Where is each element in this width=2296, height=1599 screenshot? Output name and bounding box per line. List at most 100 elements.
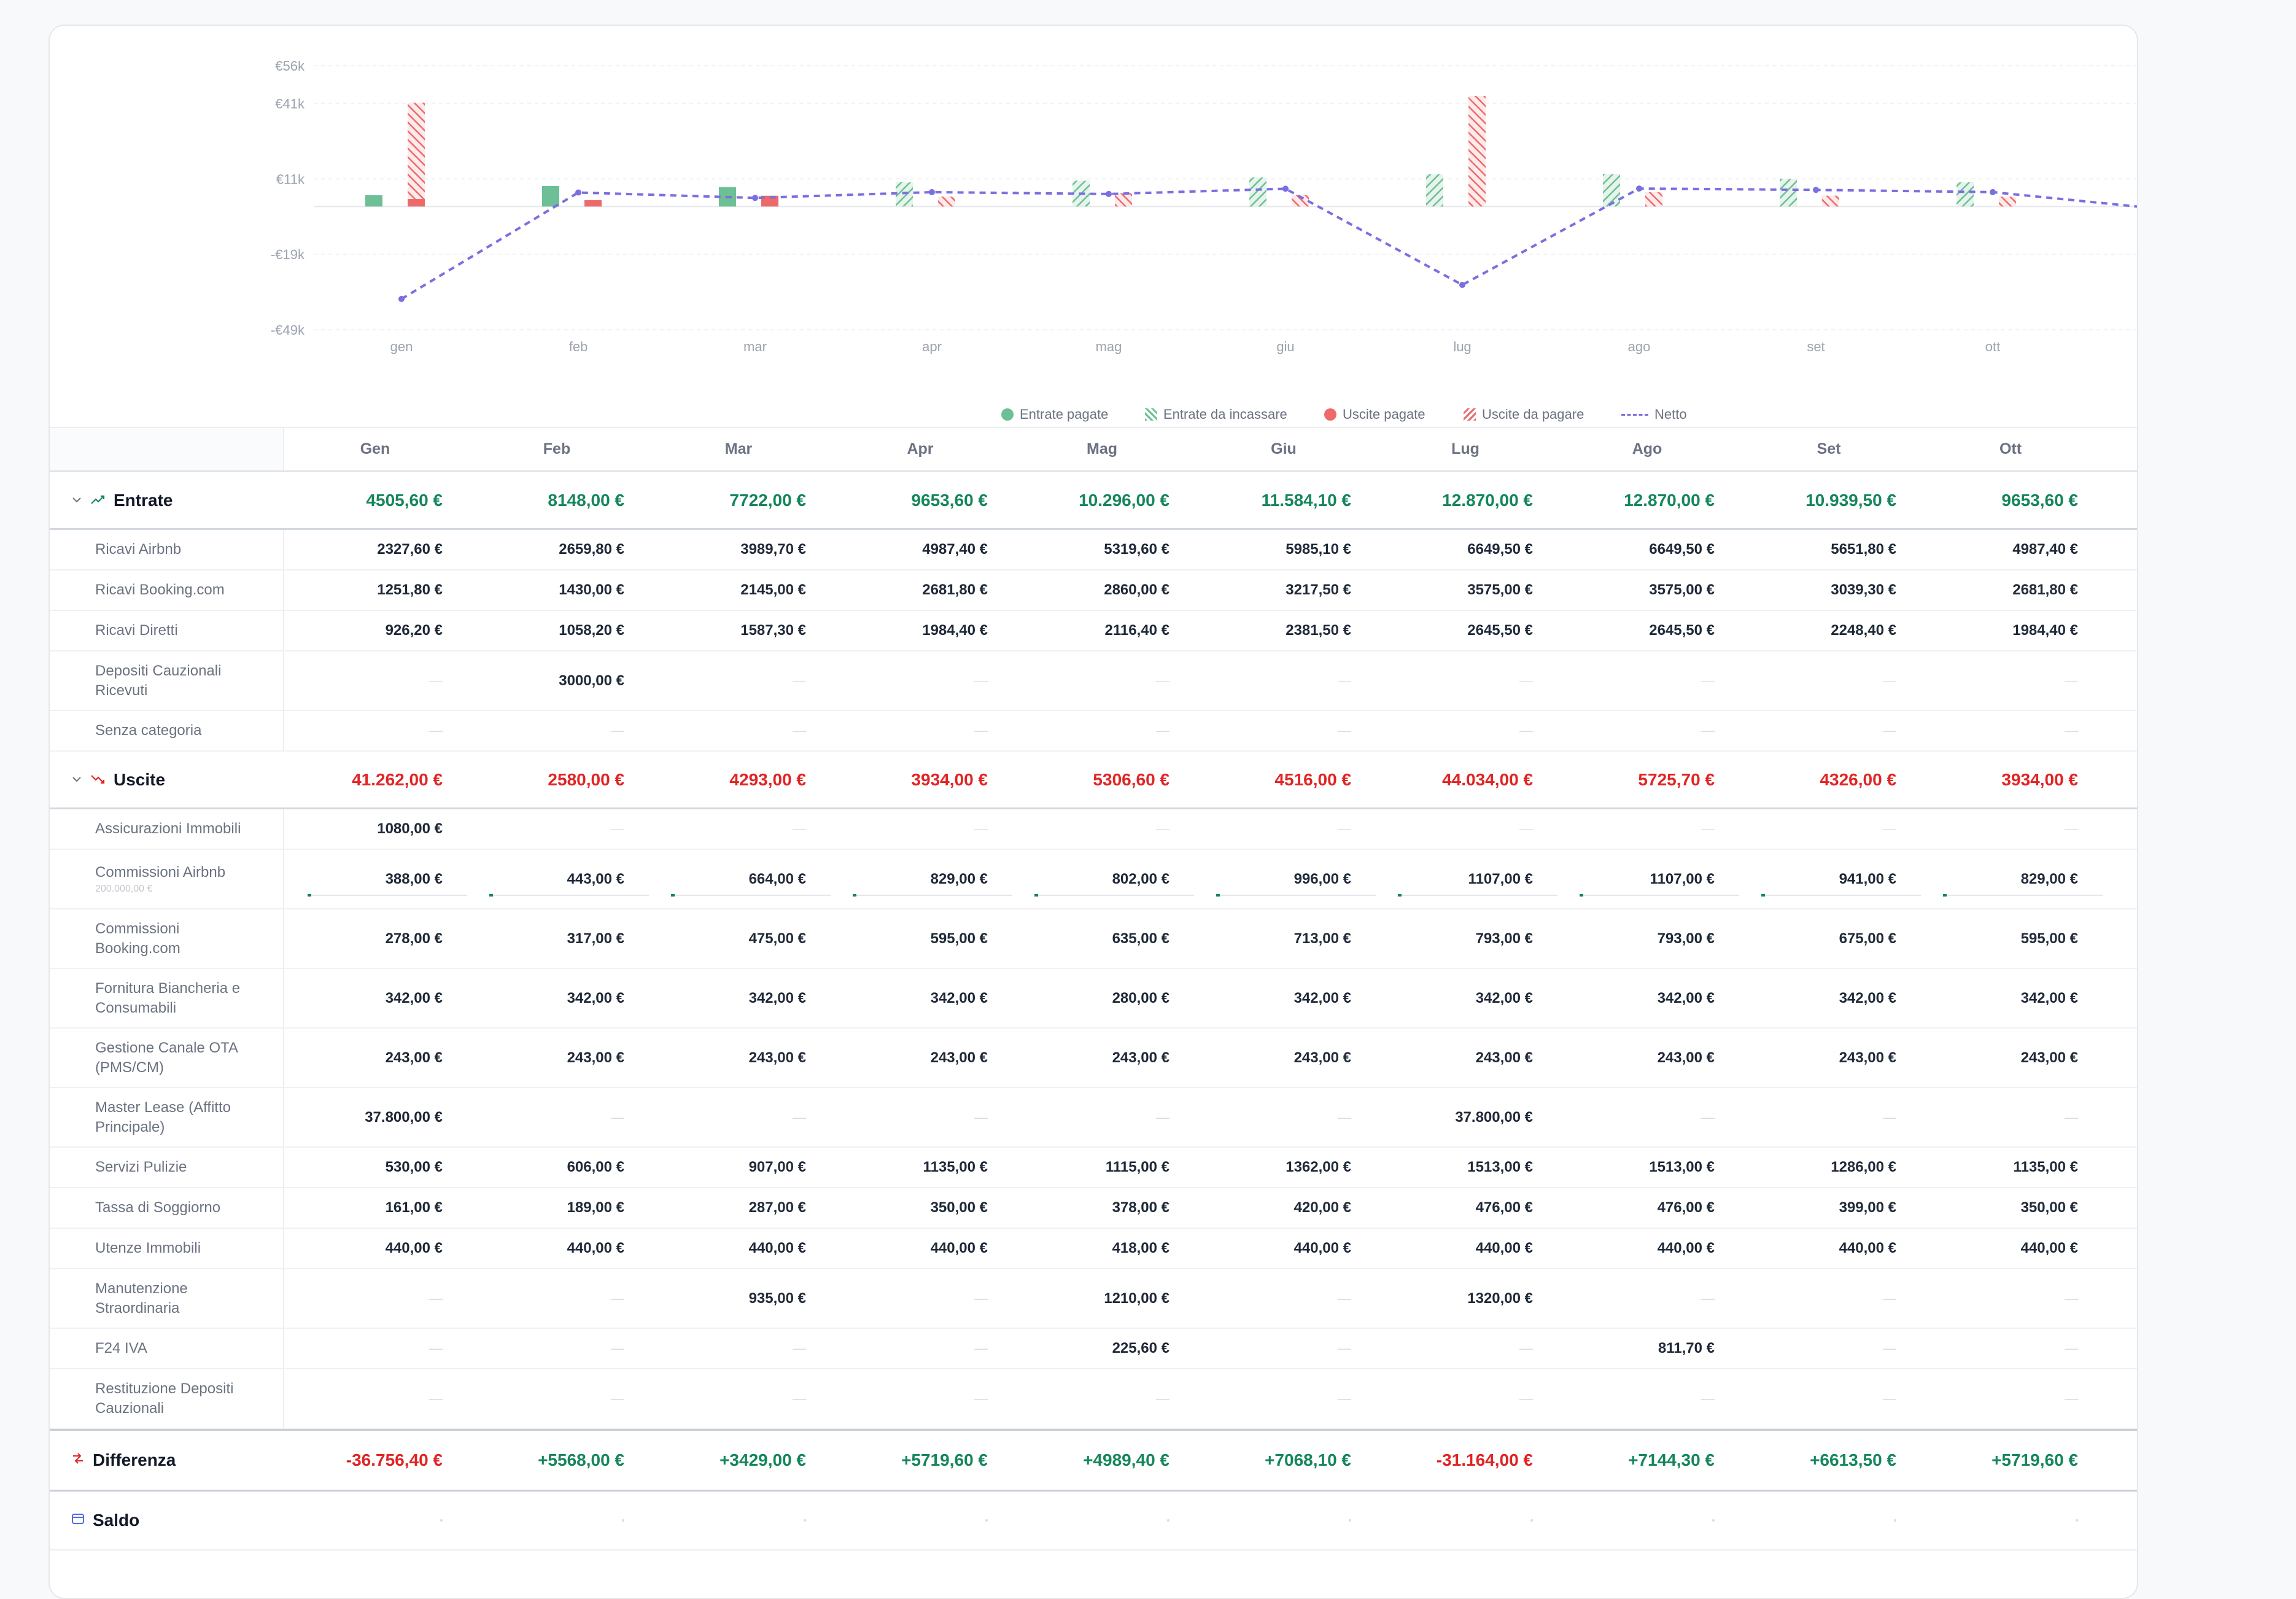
bar-uscite-pagate[interactable] bbox=[408, 199, 425, 207]
line-item-label: Servizi Pulizie bbox=[95, 1157, 187, 1177]
line-item-label: Ricavi Diretti bbox=[95, 621, 178, 640]
x-tick-label: ago bbox=[1628, 339, 1651, 354]
value-cell: 2659,80 € bbox=[559, 541, 624, 558]
x-tick-label: mar bbox=[743, 339, 767, 354]
netto-point[interactable] bbox=[575, 189, 581, 196]
empty-cell: — bbox=[2065, 821, 2078, 836]
budget-progress-marker bbox=[308, 894, 467, 897]
netto-point[interactable] bbox=[1990, 189, 1996, 195]
bar-entrate-da-incassare[interactable] bbox=[1249, 177, 1266, 207]
budget-progress-fill bbox=[1943, 894, 1947, 897]
value-cell: 3934,00 € bbox=[911, 769, 988, 789]
bar-uscite-da-pagare[interactable] bbox=[1115, 193, 1132, 207]
value-cell: 996,00 € bbox=[1293, 870, 1351, 887]
value-cell: 1513,00 € bbox=[1467, 1159, 1533, 1175]
bar-entrate-pagate[interactable] bbox=[365, 195, 382, 207]
value-cell: 440,00 € bbox=[1475, 1240, 1533, 1256]
value-cell: 6649,50 € bbox=[1649, 541, 1715, 558]
month-header[interactable]: Ott bbox=[1999, 440, 2022, 457]
bar-uscite-da-pagare[interactable] bbox=[408, 103, 425, 207]
month-header[interactable]: Mar bbox=[724, 440, 753, 457]
netto-point[interactable] bbox=[398, 295, 405, 302]
line-item-row: Ricavi Booking.com 1251,80 € 1430,00 € 2145… bbox=[50, 570, 2137, 611]
month-header[interactable]: Giu bbox=[1271, 440, 1297, 457]
saldo-row: Saldo bbox=[50, 1492, 2137, 1550]
saldo-empty-dot bbox=[1555, 1492, 1715, 1549]
value-cell: 342,00 € bbox=[1657, 989, 1715, 1006]
netto-point[interactable] bbox=[752, 195, 758, 201]
bar-uscite-da-pagare[interactable] bbox=[1292, 195, 1309, 207]
saldo-empty-dot bbox=[1737, 1492, 1896, 1549]
dot-icon bbox=[1167, 1519, 1169, 1522]
netto-point[interactable] bbox=[1636, 185, 1642, 192]
empty-cell: — bbox=[974, 1109, 988, 1125]
netto-point[interactable] bbox=[1459, 281, 1465, 288]
bar-entrate-da-incassare[interactable] bbox=[1426, 174, 1443, 207]
x-tick-label: apr bbox=[922, 339, 942, 354]
bar-entrate-da-incassare[interactable] bbox=[1780, 179, 1797, 207]
dot-icon bbox=[1530, 1519, 1533, 1522]
bar-entrate-da-incassare[interactable] bbox=[1603, 174, 1620, 207]
line-item-label-text: Depositi Cauzionali bbox=[95, 662, 222, 679]
netto-point[interactable] bbox=[1106, 190, 1112, 197]
value-cell: 342,00 € bbox=[567, 989, 624, 1006]
value-cell: 941,00 € bbox=[1839, 870, 1896, 887]
bar-uscite-da-pagare[interactable] bbox=[1645, 192, 1662, 207]
legend-label: Uscite da pagare bbox=[1482, 407, 1584, 422]
value-cell: 342,00 € bbox=[2020, 989, 2078, 1006]
chevron-down-icon[interactable] bbox=[71, 770, 83, 790]
value-cell: 3039,30 € bbox=[1831, 582, 1896, 598]
bar-entrate-pagate[interactable] bbox=[542, 185, 559, 207]
bar-uscite-da-pagare[interactable] bbox=[1468, 96, 1486, 207]
empty-cell: — bbox=[2065, 1109, 2078, 1125]
value-cell: 2645,50 € bbox=[1467, 622, 1533, 639]
chevron-down-icon[interactable] bbox=[71, 491, 83, 510]
value-cell: 5319,60 € bbox=[1104, 541, 1169, 558]
empty-cell: — bbox=[793, 672, 806, 688]
month-header[interactable]: Set bbox=[1817, 440, 1841, 457]
value-cell: 37.800,00 € bbox=[1455, 1108, 1533, 1126]
row-label: Depositi Cauzionali Ricevuti bbox=[50, 652, 284, 710]
month-header[interactable]: Lug bbox=[1451, 440, 1480, 457]
value-cell: 1058,20 € bbox=[559, 622, 624, 639]
legend-item-netto[interactable]: Netto bbox=[1621, 407, 1687, 422]
empty-cell: — bbox=[611, 1340, 624, 1356]
line-item-label-text: Manutenzione bbox=[95, 1280, 188, 1297]
saldo-empty-dot bbox=[1918, 1492, 2078, 1549]
dot-icon bbox=[622, 1519, 624, 1522]
legend-item-uscite-da-pagare[interactable]: Uscite da pagare bbox=[1464, 407, 1584, 422]
value-cell: +5719,60 € bbox=[1992, 1450, 2078, 1469]
month-header[interactable]: Feb bbox=[543, 440, 571, 457]
group-row-uscite[interactable]: Uscite 41.262,00 € 2580,00 € 4293,00 € 3934,… bbox=[50, 752, 2137, 809]
value-cell: 243,00 € bbox=[1112, 1049, 1169, 1066]
month-header[interactable]: Mag bbox=[1087, 440, 1117, 457]
month-header[interactable]: Ago bbox=[1632, 440, 1662, 457]
group-row-entrate[interactable]: Entrate 4505,60 € 8148,00 € 7722,00 € 9653,6… bbox=[50, 472, 2137, 530]
value-cell: 1135,00 € bbox=[2013, 1159, 2078, 1175]
legend-item-entrate-pagate[interactable]: Entrate pagate bbox=[1001, 407, 1108, 422]
bar-entrate-da-incassare[interactable] bbox=[896, 182, 913, 207]
value-cell: 440,00 € bbox=[567, 1240, 624, 1256]
line-item-label: Fornitura Biancheria e Consumabili bbox=[95, 979, 240, 1018]
value-cell: 399,00 € bbox=[1839, 1199, 1896, 1216]
budget-progress-marker bbox=[1580, 894, 1739, 897]
netto-point[interactable] bbox=[929, 189, 935, 195]
dot-icon bbox=[2076, 1519, 2078, 1522]
bar-entrate-da-incassare[interactable] bbox=[1957, 182, 1974, 207]
value-cell: 2248,40 € bbox=[1831, 622, 1896, 639]
month-header[interactable]: Apr bbox=[907, 440, 934, 457]
bar-uscite-da-pagare[interactable] bbox=[1822, 195, 1839, 207]
bar-uscite-pagate[interactable] bbox=[584, 200, 602, 207]
month-header[interactable]: Gen bbox=[360, 440, 390, 457]
netto-point[interactable] bbox=[1282, 185, 1289, 192]
empty-cell: — bbox=[611, 1390, 624, 1406]
value-cell: 10.296,00 € bbox=[1079, 490, 1169, 510]
value-cell: 342,00 € bbox=[1839, 989, 1896, 1006]
line-item-row: Servizi Pulizie 530,00 € 606,00 € 907,00 € 1… bbox=[50, 1148, 2137, 1188]
legend-item-entrate-da-incassare[interactable]: Entrate da incassare bbox=[1145, 407, 1287, 422]
bar-uscite-da-pagare[interactable] bbox=[1999, 196, 2016, 207]
bar-uscite-da-pagare[interactable] bbox=[938, 196, 955, 207]
legend-item-uscite-pagate[interactable]: Uscite pagate bbox=[1324, 407, 1425, 422]
netto-point[interactable] bbox=[1813, 187, 1819, 193]
header-corner bbox=[50, 428, 284, 470]
